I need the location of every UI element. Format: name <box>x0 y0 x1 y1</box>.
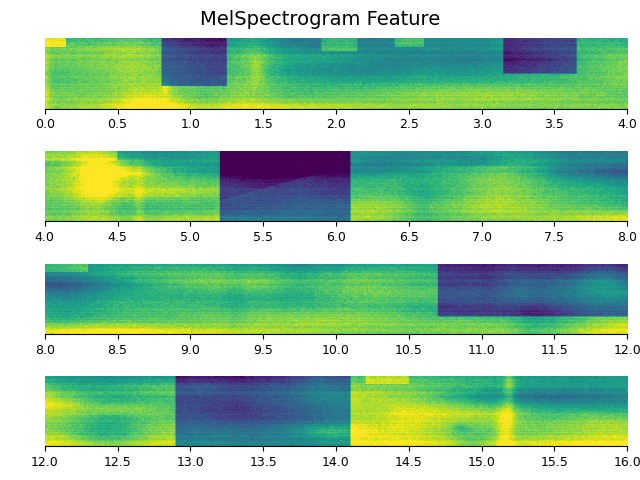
Text: MelSpectrogram Feature: MelSpectrogram Feature <box>200 10 440 29</box>
